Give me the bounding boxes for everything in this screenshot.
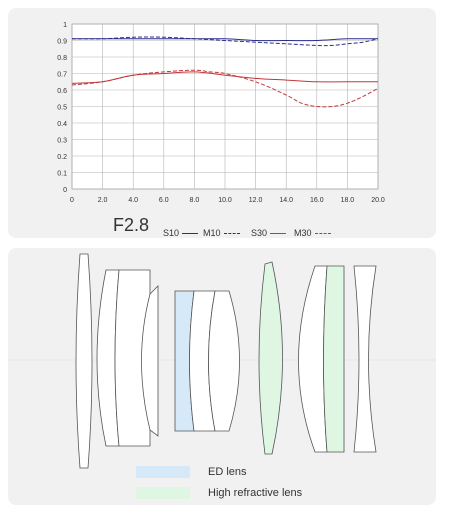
x-tick-label: 14.0 <box>279 197 293 204</box>
x-tick-label: 0 <box>70 197 74 204</box>
x-tick-label: 4.0 <box>128 197 138 204</box>
legend-m10: M10 <box>203 228 240 238</box>
legend-m30: M30 <box>294 228 331 238</box>
ed-lens-label: ED lens <box>208 466 247 478</box>
y-tick-label: 0.9 <box>57 39 67 46</box>
high-refractive-lens-label: High refractive lens <box>208 487 303 499</box>
lens-element-3 <box>114 269 151 447</box>
x-tick-label: 10.0 <box>218 197 232 204</box>
legend-m30-label: M30 <box>294 228 312 238</box>
lens-element-1 <box>75 253 93 469</box>
legend-s10-swatch <box>182 232 199 234</box>
x-tick-label: 12.0 <box>249 197 263 204</box>
lens-diagram-panel: ED lens High refractive lens <box>8 248 436 505</box>
series-line-m30 <box>71 69 379 108</box>
legend-m10-swatch <box>223 232 240 234</box>
lens-element-11 <box>353 265 377 453</box>
lens-element-9 <box>298 265 328 453</box>
lens-element-8-hr <box>258 261 283 455</box>
ed-lens-swatch <box>136 466 190 478</box>
y-tick-label: 0.6 <box>57 88 67 95</box>
y-tick-label: 0.1 <box>57 171 67 178</box>
series-line-m10 <box>71 36 379 47</box>
legend-s10-label: S10 <box>163 228 180 238</box>
x-tick-label: 18.0 <box>341 197 355 204</box>
y-tick-label: 0.7 <box>57 72 67 79</box>
lens-element-10-hr <box>323 265 345 453</box>
legend-s30-swatch <box>270 232 287 234</box>
legend-m30-swatch <box>314 232 331 234</box>
lens-element-4 <box>141 285 159 437</box>
series-line-s30 <box>71 71 378 84</box>
lens-element-7 <box>208 290 240 432</box>
y-tick-label: 0.2 <box>57 154 67 161</box>
x-tick-label: 6.0 <box>159 197 169 204</box>
x-tick-label: 8.0 <box>190 197 200 204</box>
y-tick-label: 0.4 <box>57 121 67 128</box>
y-tick-label: 0.3 <box>57 138 67 145</box>
legend-s30: S30 <box>251 228 287 238</box>
legend-high-refractive-lens: High refractive lens <box>136 487 302 499</box>
legend-ed-lens: ED lens <box>136 466 247 478</box>
legend-s10: S10 <box>163 228 199 238</box>
x-tick-label: 20.0 <box>371 197 385 204</box>
aperture-label: F2.8 <box>113 215 150 235</box>
y-tick-label: 1 <box>63 22 67 29</box>
series-line-s10 <box>71 38 379 42</box>
mtf-chart-panel: 0 2.0 4.0 6.0 8.0 10.0 12.0 14.0 16.0 18.0 20.0 0 0.… <box>8 8 436 238</box>
legend-s30-label: S30 <box>251 228 268 238</box>
mtf-chart: 0 2.0 4.0 6.0 8.0 10.0 12.0 14.0 16.0 18.0 20.0 0 0.… <box>57 22 385 204</box>
x-tick-label: 16.0 <box>310 197 324 204</box>
y-tick-label: 0 <box>63 187 67 194</box>
lens-diagram <box>8 253 436 469</box>
y-tick-label: 0.5 <box>57 105 67 112</box>
x-tick-label: 2.0 <box>98 197 108 204</box>
high-refractive-lens-swatch <box>136 487 190 499</box>
legend-m10-label: M10 <box>203 228 221 238</box>
y-tick-label: 0.8 <box>57 55 67 62</box>
